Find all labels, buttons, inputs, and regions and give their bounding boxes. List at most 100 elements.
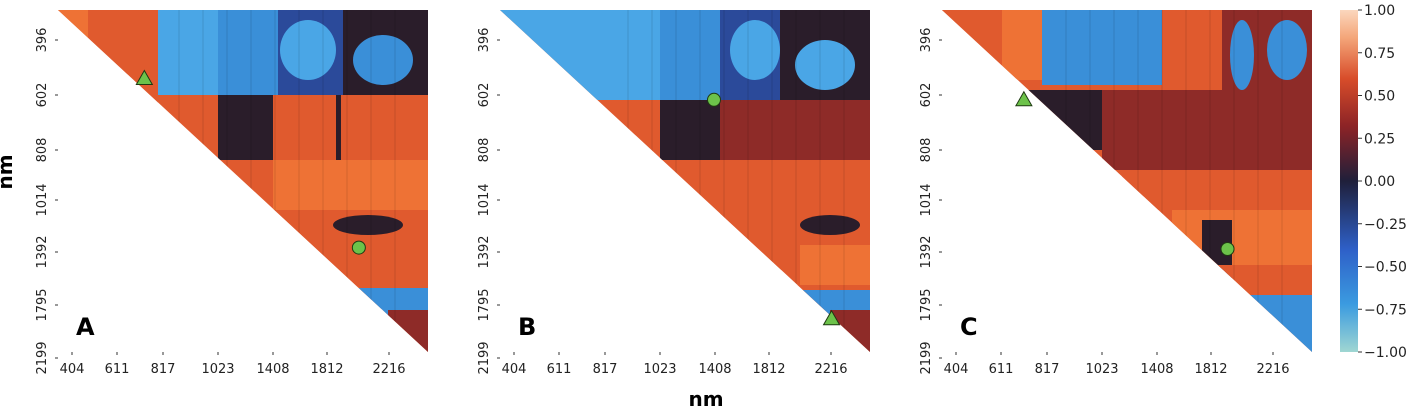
heatmap-stripe	[1089, 10, 1091, 352]
y-tick-label: 808	[35, 138, 50, 163]
colorbar-tick-label: 0.75	[1364, 46, 1395, 62]
triangle-marker	[1015, 90, 1033, 107]
heatmap-stripe	[651, 10, 653, 352]
x-tick-label: 404	[944, 362, 969, 377]
heatmap-blob	[1267, 20, 1307, 80]
heatmap-stripe	[771, 10, 773, 352]
heatmap-blob	[280, 20, 336, 80]
heatmap-stripe	[627, 10, 629, 352]
x-tick-label: 1408	[256, 362, 289, 377]
x-tick-label: 2216	[1256, 362, 1289, 377]
heatmap-stripe	[819, 10, 821, 352]
y-axis-label: nm	[0, 154, 17, 189]
heatmap-cells	[58, 10, 428, 352]
heatmap-stripe	[394, 10, 396, 352]
heatmap-stripe	[723, 10, 725, 352]
colorbar-tick-label: −0.25	[1364, 217, 1407, 233]
x-axis-label: nm	[688, 387, 723, 411]
heatmap-block	[720, 100, 870, 160]
heatmap-block	[660, 100, 720, 160]
x-tick-label: 404	[502, 362, 527, 377]
heatmap-panels: A 396 602 808 1014 1392 1795 2199 404 611 817 1023 1…	[35, 10, 1312, 377]
heatmap-blob	[795, 40, 855, 90]
colorbar-tick-label: −0.75	[1364, 302, 1407, 318]
y-tick-label: 1392	[35, 235, 50, 268]
x-tick-label: 1812	[752, 362, 785, 377]
heatmap-stripe	[1185, 10, 1187, 352]
x-tick-label: 1812	[310, 362, 343, 377]
heatmap-stripe	[795, 10, 797, 352]
x-tick-label: 817	[593, 362, 618, 377]
x-tick-label: 817	[1035, 362, 1060, 377]
panel-label: A	[76, 313, 95, 341]
heatmap-stripe	[322, 10, 324, 352]
heatmap-stripe	[675, 10, 677, 352]
y-tick-label: 396	[477, 28, 492, 53]
heatmap-blob	[353, 35, 413, 85]
heatmap-stripe	[178, 10, 180, 352]
colorbar-gradient	[1340, 10, 1358, 352]
heatmap-block	[1002, 10, 1042, 80]
heatmap-stripe	[226, 10, 228, 352]
y-tick-label: 808	[919, 138, 934, 163]
heatmap-block	[273, 160, 428, 210]
heatmap-blob	[730, 20, 780, 80]
heatmap-stripe	[370, 10, 372, 352]
heatmap-block	[218, 10, 278, 95]
heatmap-stripe	[1137, 10, 1139, 352]
heatmap-stripe	[699, 10, 701, 352]
heatmap-block	[800, 245, 870, 285]
heatmap-stripe	[346, 10, 348, 352]
y-tick-label: 2199	[919, 341, 934, 374]
heatmap-stripe	[1065, 10, 1067, 352]
heatmap-block	[58, 10, 88, 105]
heatmap-stripe	[1257, 10, 1259, 352]
y-tick-label: 1795	[919, 288, 934, 321]
x-tick-label: 2216	[372, 362, 405, 377]
heatmap-block	[218, 95, 273, 160]
x-tick-label: 1408	[698, 362, 731, 377]
y-tick-label: 602	[477, 83, 492, 108]
x-tick-label: 1023	[1085, 362, 1118, 377]
heatmap-blob	[800, 215, 860, 235]
y-tick-label: 808	[477, 138, 492, 163]
panel-label: B	[518, 313, 536, 341]
heatmap-stripe	[1113, 10, 1115, 352]
x-tick-label: 1023	[643, 362, 676, 377]
y-tick-label: 1795	[35, 288, 50, 321]
y-tick-label: 1014	[477, 183, 492, 216]
heatmap-panel-c: C 396 602 808 1014 1392 1795 2199 404 611 817 1023 1…	[919, 10, 1312, 377]
heatmap-stripe	[202, 10, 204, 352]
x-tick-label: 611	[989, 362, 1014, 377]
x-tick-label: 1812	[1194, 362, 1227, 377]
heatmap-block	[1102, 90, 1312, 170]
heatmap-stripe	[1233, 10, 1235, 352]
y-tick-label: 1392	[919, 235, 934, 268]
x-tick-label: 817	[151, 362, 176, 377]
y-tick-label: 602	[919, 83, 934, 108]
heatmap-stripe	[843, 10, 845, 352]
y-tick-label: 1014	[35, 183, 50, 216]
heatmap-panel-b: B 396 602 808 1014 1392 1795 2199 404 611 817 1023 1…	[477, 10, 870, 377]
heatmap-block	[720, 160, 870, 210]
colorbar: 1.00 0.75 0.50 0.25 0.00 −0.25 −0.50 −0.75 −1.00	[1340, 3, 1407, 361]
heatmap-cells	[500, 10, 870, 352]
x-tick-label: 1408	[1140, 362, 1173, 377]
heatmap-block	[1172, 210, 1312, 270]
heatmap-blob	[1230, 20, 1254, 90]
y-tick-label: 396	[35, 28, 50, 53]
y-tick-label: 1392	[477, 235, 492, 268]
colorbar-tick-label: −0.50	[1364, 260, 1407, 276]
colorbar-tick-label: 0.25	[1364, 131, 1395, 147]
heatmap-block	[1222, 295, 1312, 352]
x-tick-label: 1023	[201, 362, 234, 377]
heatmap-stripe	[298, 10, 300, 352]
heatmap-block	[660, 10, 720, 100]
circle-marker	[351, 240, 366, 255]
colorbar-tick-label: 1.00	[1364, 3, 1395, 19]
heatmap-stripe	[1161, 10, 1163, 352]
heatmap-stripe	[747, 10, 749, 352]
heatmap-stripe	[1209, 10, 1211, 352]
heatmap-block	[336, 95, 341, 160]
